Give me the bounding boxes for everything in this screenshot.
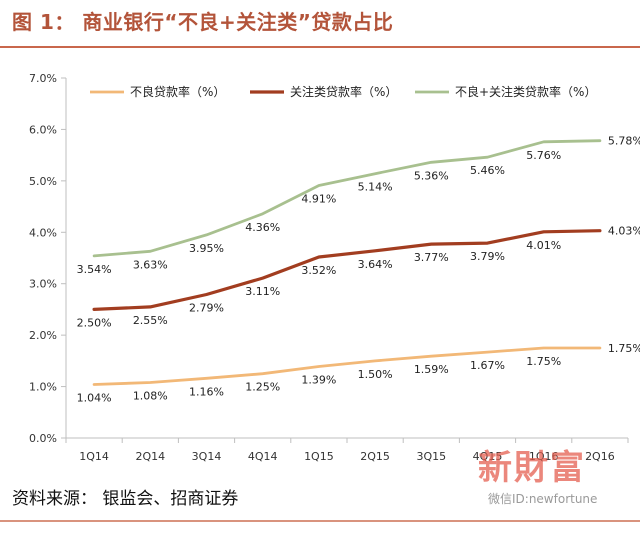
- chart-data-labels: 1.04% 1.08% 1.16% 1.25% 1.39% 1.50% 1.59% 1.67%…: [77, 135, 640, 405]
- data-label: 3.11%: [245, 285, 280, 298]
- data-label: 3.64%: [358, 258, 393, 271]
- x-tick-label: 2Q16: [585, 450, 615, 463]
- legend-label-3: 不良+关注类贷款率（%）: [455, 84, 596, 99]
- y-tick-label: 4.0%: [29, 226, 57, 239]
- data-label: 1.08%: [133, 389, 168, 402]
- y-tick-label: 5.0%: [29, 175, 57, 188]
- x-tick-label: 3Q14: [192, 450, 222, 463]
- data-label: 4.03%: [608, 225, 640, 238]
- x-tick-label: 2Q14: [135, 450, 165, 463]
- title-divider: [0, 46, 640, 48]
- y-tick-label: 1.0%: [29, 381, 57, 394]
- watermark-logo: 新財富: [478, 448, 586, 488]
- x-tick-label: 2Q15: [360, 450, 390, 463]
- legend-label-2: 关注类贷款率（%）: [290, 84, 397, 99]
- data-label: 4.91%: [301, 192, 336, 205]
- data-label: 1.67%: [470, 359, 505, 372]
- data-label: 1.59%: [414, 363, 449, 376]
- x-tick-label: 1Q14: [79, 450, 109, 463]
- data-label: 4.01%: [526, 239, 561, 252]
- data-label: 1.04%: [77, 392, 112, 405]
- data-label: 1.39%: [301, 374, 336, 387]
- x-tick-label: 4Q15: [473, 450, 503, 463]
- series-line-1: [92, 346, 602, 386]
- x-tick-label: 1Q16: [529, 450, 559, 463]
- data-label: 3.77%: [414, 251, 449, 264]
- data-label: 2.50%: [77, 316, 112, 329]
- x-tick-label: 1Q15: [304, 450, 334, 463]
- data-label: 5.78%: [608, 135, 640, 148]
- data-label: 5.14%: [358, 181, 393, 194]
- source-note: 资料来源： 银监会、招商证券: [12, 489, 239, 509]
- y-tick-label: 3.0%: [29, 278, 57, 291]
- data-label: 2.79%: [189, 302, 224, 315]
- data-label: 5.36%: [414, 169, 449, 182]
- x-tick-label: 4Q14: [248, 450, 278, 463]
- data-label: 3.52%: [301, 264, 336, 277]
- legend-label-1: 不良贷款率（%）: [130, 84, 225, 99]
- data-label: 3.54%: [77, 263, 112, 276]
- chart-lines: [92, 139, 602, 386]
- data-label: 5.76%: [526, 149, 561, 162]
- chart-legend: 不良贷款率（%） 关注类贷款率（%） 不良+关注类贷款率（%）: [90, 84, 596, 99]
- data-label: 1.25%: [245, 381, 280, 394]
- watermark-id: 微信ID:newfortune: [488, 492, 598, 506]
- data-label: 1.50%: [358, 368, 393, 381]
- data-label: 5.46%: [470, 164, 505, 177]
- y-tick-label: 7.0%: [29, 72, 57, 85]
- data-label: 1.75%: [608, 342, 640, 355]
- y-tick-label: 6.0%: [29, 123, 57, 136]
- data-label: 3.63%: [133, 258, 168, 271]
- series-line-3: [92, 139, 602, 258]
- data-label: 4.36%: [245, 221, 280, 234]
- y-tick-label: 0.0%: [29, 432, 57, 445]
- page-title: 图 1： 商业银行“不良+关注类”贷款占比: [12, 10, 394, 34]
- chart-axes: 0.0% 1.0% 2.0% 3.0% 4.0% 5.0% 6.0% 7.0% 1Q14 2Q14…: [29, 72, 629, 463]
- footer-divider: [0, 520, 640, 522]
- data-label: 1.75%: [526, 355, 561, 368]
- data-label: 1.16%: [189, 385, 224, 398]
- y-tick-label: 2.0%: [29, 329, 57, 342]
- data-label: 2.55%: [133, 314, 168, 327]
- series-line-2: [92, 229, 602, 311]
- data-label: 3.95%: [189, 242, 224, 255]
- x-tick-label: 3Q15: [416, 450, 446, 463]
- data-label: 3.79%: [470, 250, 505, 263]
